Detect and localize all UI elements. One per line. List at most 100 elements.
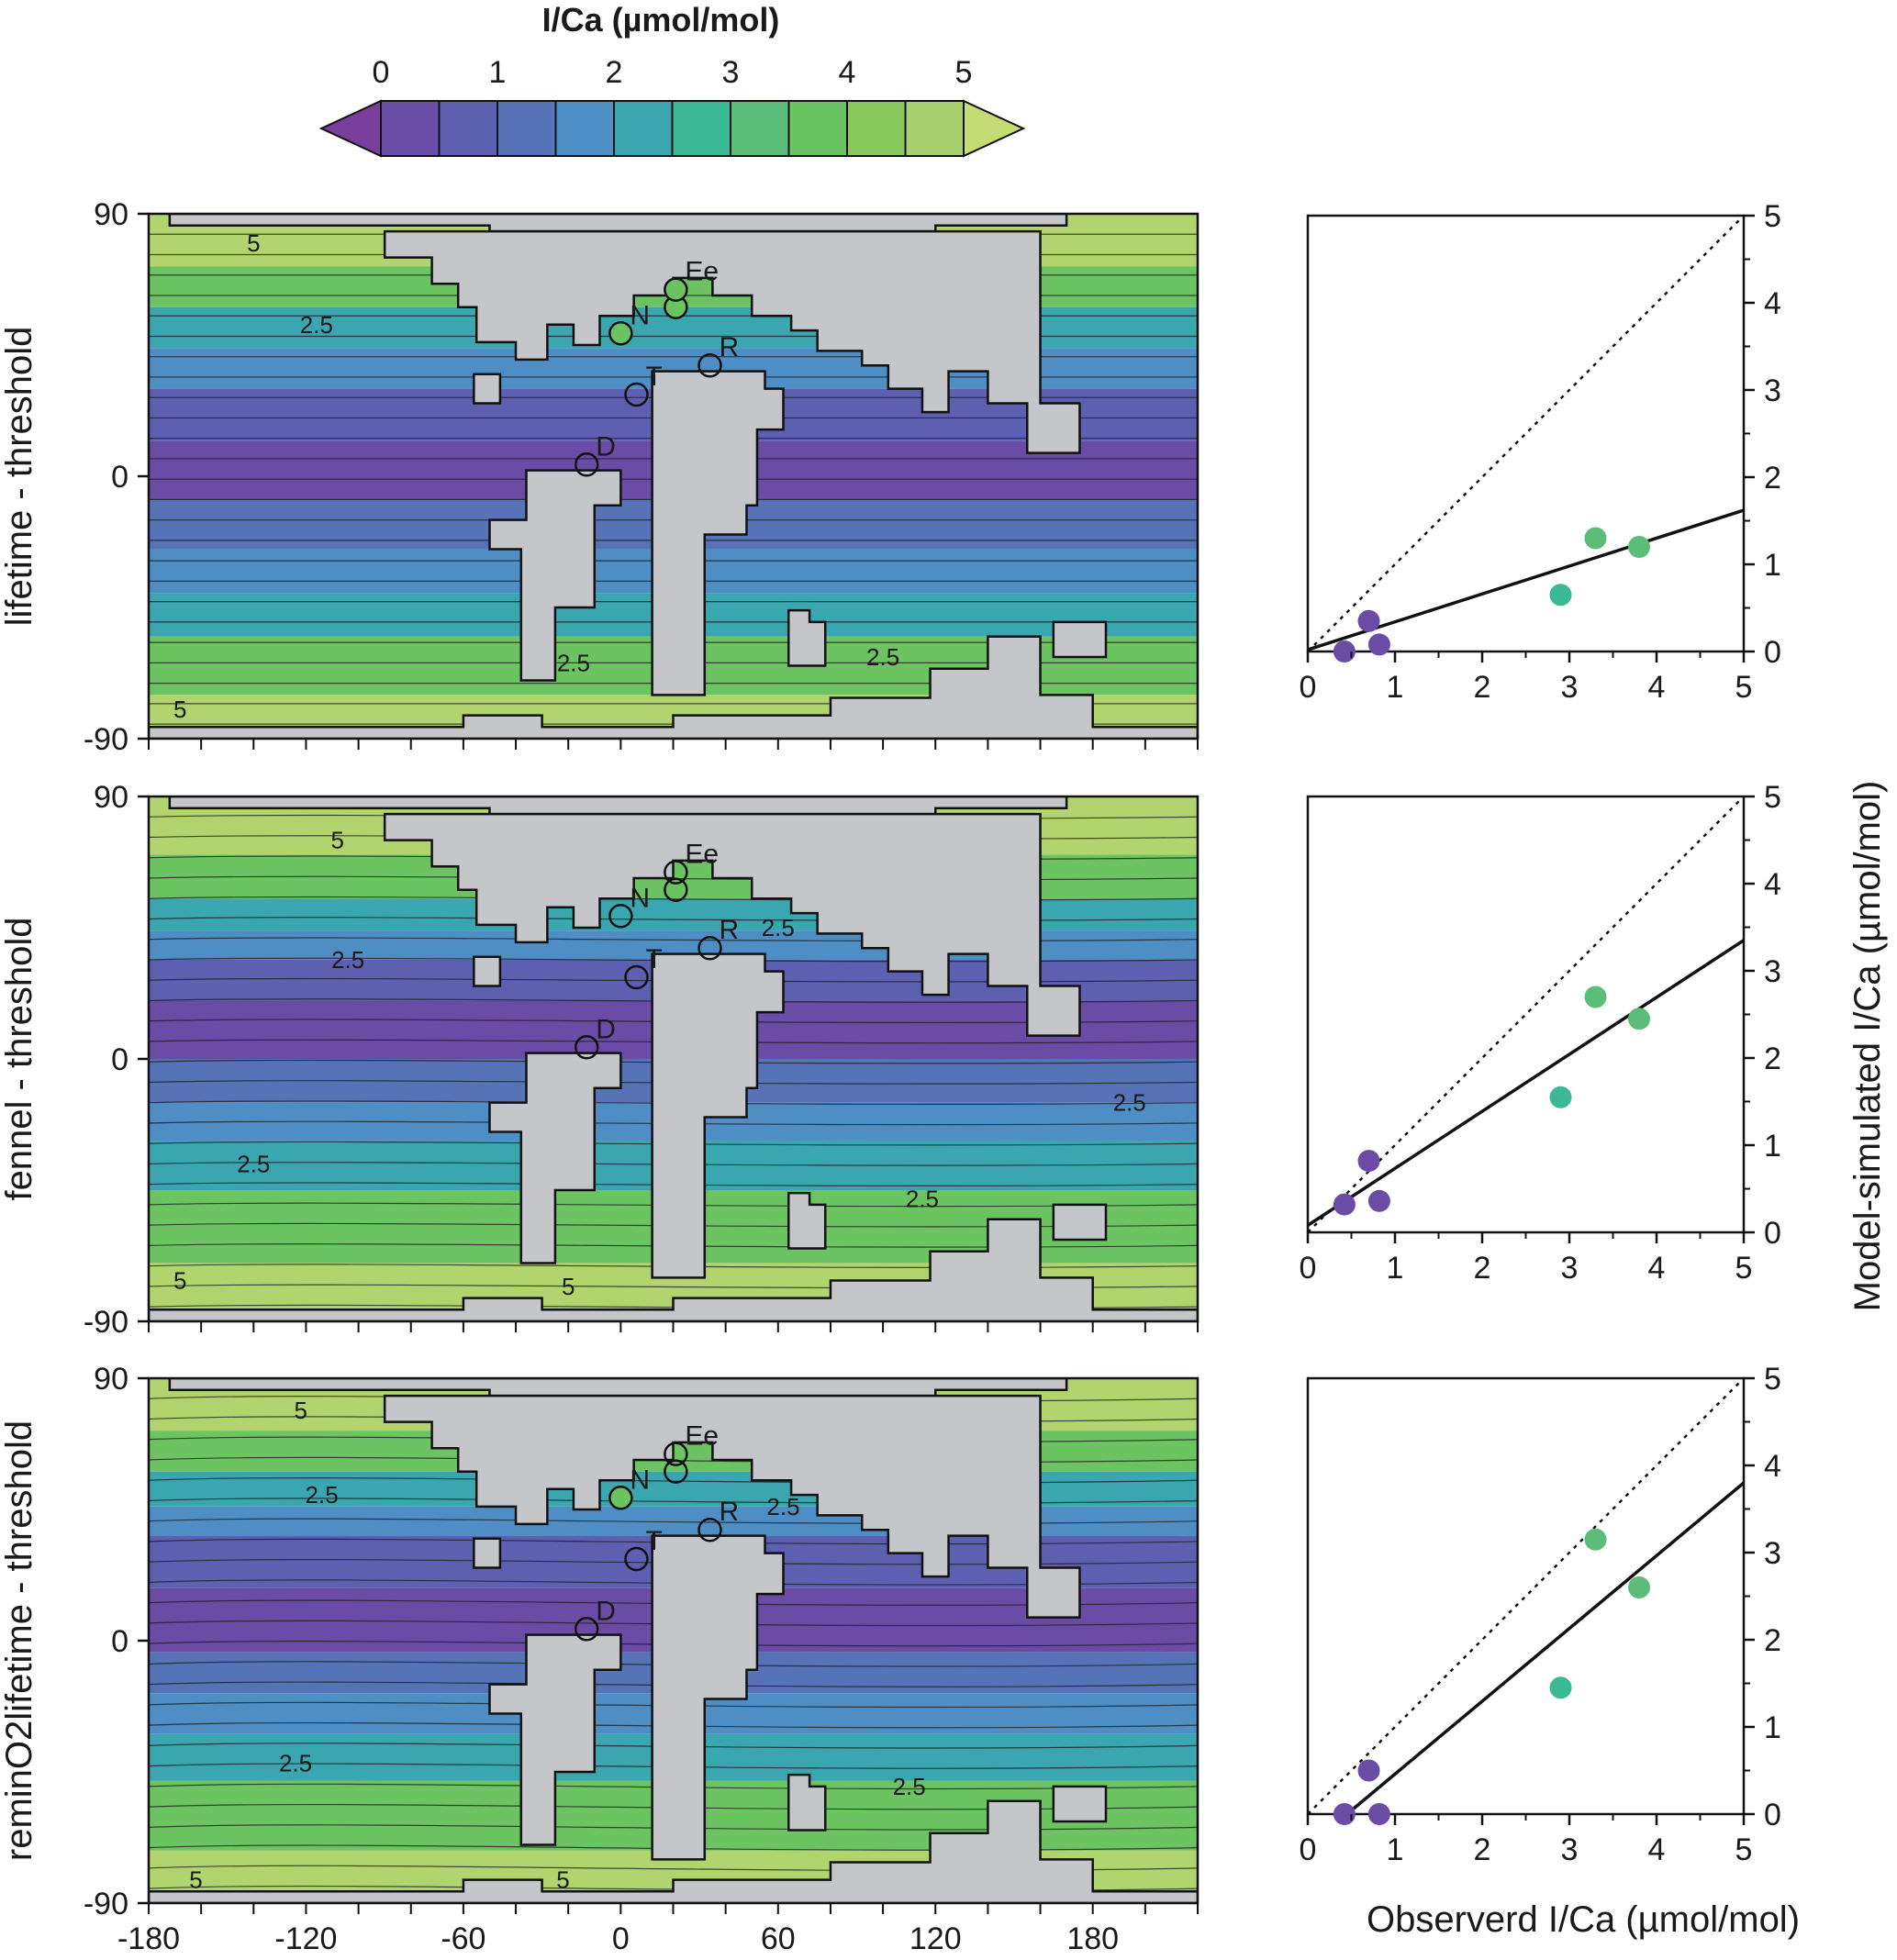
contour-label: 5 (247, 229, 260, 257)
map-y-tick-label: 90 (94, 197, 128, 232)
scatter-x-tick-label: 1 (1387, 670, 1404, 705)
land-mass (488, 469, 622, 682)
land-mass (787, 1191, 827, 1250)
scatter-point (1357, 1150, 1380, 1173)
land-mass (473, 1537, 502, 1569)
colorbar-max-arrow (963, 99, 1026, 158)
colorbar-tick-labels: 0 1 2 3 4 5 (373, 55, 973, 90)
site-marker (697, 1517, 722, 1542)
site-marker (624, 1546, 649, 1572)
colorbar-segment (787, 100, 848, 157)
contour-line (149, 998, 1198, 1003)
colorbar-title: I/Ca (µmol/mol) (542, 1, 780, 39)
colorbar-min-arrow (318, 99, 382, 158)
scatter-y-tick-label: 4 (1764, 286, 1781, 321)
contour-label: 2.5 (893, 1773, 926, 1800)
scatter-point (1628, 536, 1650, 558)
map-x-tick-label: 180 (1066, 1921, 1119, 1956)
contour-line (149, 1783, 1198, 1790)
site-label: Ee (685, 257, 719, 287)
scatter-point (1628, 1576, 1650, 1598)
contour-line (149, 1579, 1198, 1586)
scatter-point (1549, 1086, 1572, 1108)
site-marker (664, 277, 688, 302)
colorbar-segments (318, 99, 1026, 158)
scatter-x-tick-label: 1 (1387, 1832, 1404, 1867)
site-marker (574, 1617, 599, 1642)
scatter-point (1367, 633, 1390, 656)
site-marker (574, 452, 599, 477)
land-mass (651, 1534, 785, 1861)
map-y-tick-label: 0 (111, 1042, 128, 1077)
scatter-y-tick-label: 1 (1764, 548, 1781, 583)
site-label: Ee (685, 1421, 719, 1452)
colorbar-segment (846, 100, 907, 157)
scatter-x-axis-title: Observerd I/Ca (µmol/mol) (1367, 1899, 1800, 1940)
map-x-tick-label: -120 (274, 1921, 337, 1956)
colorbar-tick-label: 0 (373, 55, 390, 90)
land-mass (383, 1394, 1081, 1619)
site-marker (608, 321, 633, 346)
site-label: N (630, 1464, 650, 1495)
scatter-point (1357, 609, 1380, 632)
site-marker (697, 935, 722, 961)
land-mass (473, 955, 502, 987)
scatter-x-tick-label: 3 (1561, 1832, 1579, 1867)
scatter-y-tick-label: 1 (1764, 1129, 1781, 1164)
land-mass (149, 1799, 1198, 1903)
map-y-tick-label: -90 (84, 722, 128, 757)
colorbar-segment (671, 100, 731, 157)
scatter-point (1628, 1008, 1650, 1030)
colorbar-segment (730, 100, 790, 157)
one-to-one-line (1307, 1377, 1745, 1815)
scatter-point (1333, 1193, 1356, 1216)
site-label: D (596, 431, 616, 462)
scatter-y-tick-label: 2 (1764, 461, 1781, 496)
site-marker (624, 964, 649, 990)
map-panels: 52.52.5 2.55EeNRTD900-9052.52.52.52.52.55… (84, 197, 1200, 1956)
map-y-tick-label: 0 (111, 460, 128, 495)
contour-line (149, 1039, 1198, 1044)
scatter-point (1584, 1528, 1607, 1551)
contour-label: 5 (189, 1866, 202, 1894)
site-marker (697, 352, 722, 378)
scatter-x-tick-label: 0 (1300, 1251, 1317, 1286)
site-label: R (720, 332, 740, 362)
land-mass (149, 635, 1198, 739)
scatter-x-tick-label: 0 (1300, 670, 1317, 705)
land-mass (1052, 1203, 1108, 1242)
site-marker (664, 877, 688, 902)
site-label: R (720, 1497, 740, 1527)
colorbar-segment (613, 100, 674, 157)
scatter-y-tick-label: 3 (1764, 373, 1781, 408)
row-label: reminO2lifetime - threshold (0, 1420, 39, 1861)
colorbar-segment (554, 100, 615, 157)
scatter-y-tick-label: 0 (1764, 1798, 1781, 1832)
scatter-y-tick-label: 2 (1764, 1623, 1781, 1658)
scatter-x-tick-label: 5 (1735, 1832, 1753, 1867)
map-y-tick-label: 0 (111, 1624, 128, 1659)
contour-label: 2.5 (906, 1186, 939, 1213)
scatter-point (1333, 640, 1356, 663)
scatter-x-tick-label: 5 (1735, 1251, 1753, 1286)
colorbar-tick-label: 2 (606, 55, 623, 90)
site-label: N (630, 300, 650, 330)
scatter-x-tick-label: 4 (1648, 1251, 1666, 1286)
site-marker (664, 1442, 688, 1466)
site-label: T (645, 1526, 662, 1556)
site-marker (574, 1035, 599, 1060)
site-label: Ee (685, 840, 719, 870)
map-panel: 5 2.5 2.5 2.5 5 Ee N R T D 90 0 -90 (84, 197, 1200, 757)
land-mass (787, 1773, 827, 1832)
scatter-x-tick-label: 3 (1561, 670, 1579, 705)
map-y-tick-label: 90 (94, 780, 128, 815)
colorbar-segment (904, 100, 965, 157)
scatter-x-tick-label: 2 (1474, 1832, 1491, 1867)
scatter-point (1584, 986, 1607, 1008)
land-mass (787, 608, 827, 667)
scatter-y-tick-label: 3 (1764, 954, 1781, 989)
contour-label: 5 (173, 696, 186, 723)
